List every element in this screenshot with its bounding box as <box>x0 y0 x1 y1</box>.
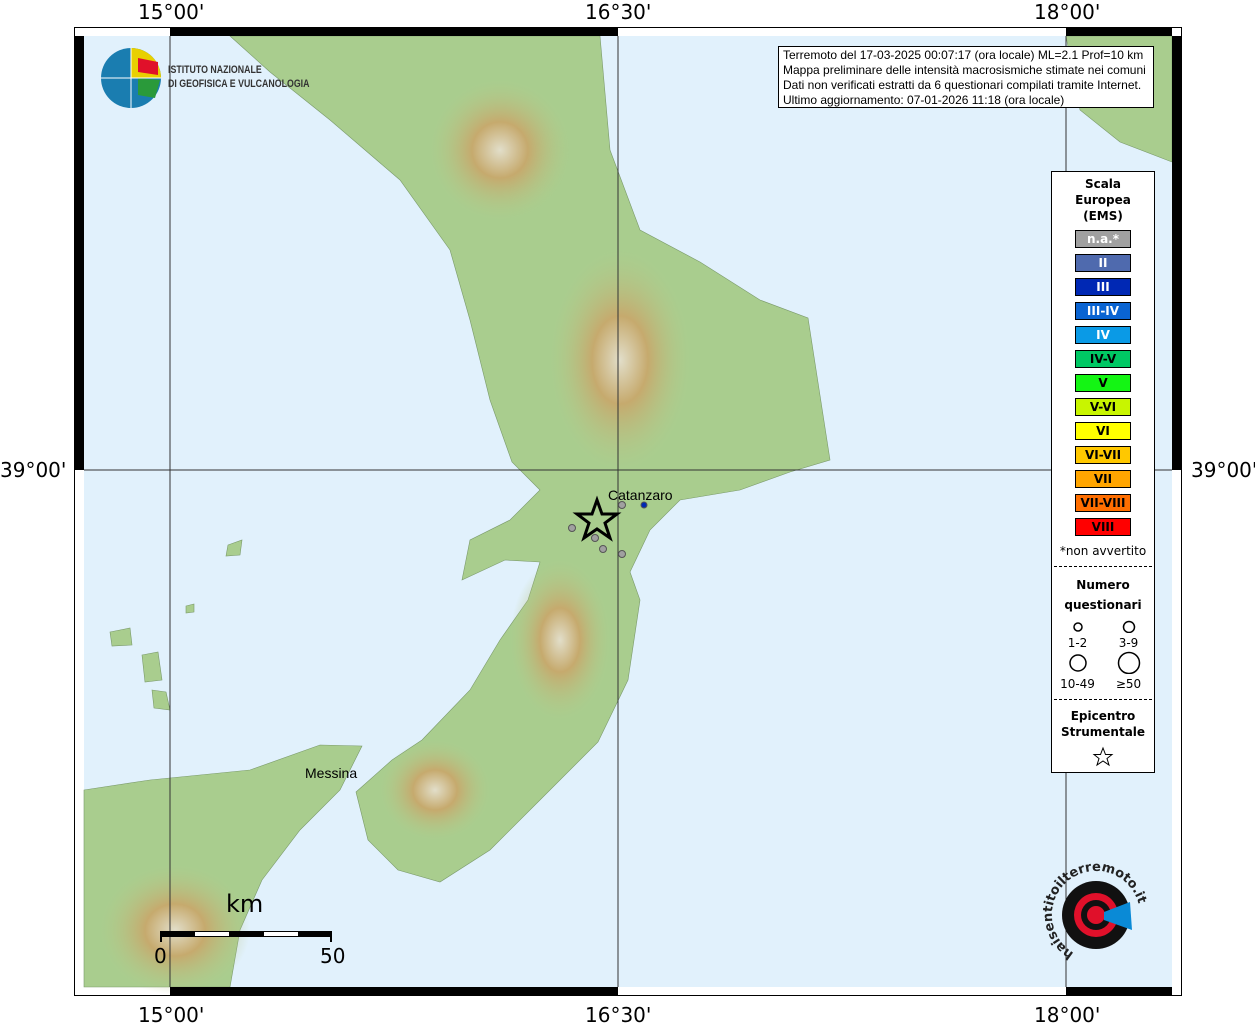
place-label-catanzaro: Catanzaro <box>608 487 673 503</box>
lon-label-bottom: 16°30' <box>585 1003 652 1027</box>
intensity-swatch: III <box>1075 278 1131 296</box>
ingv-globe-icon <box>101 48 161 108</box>
intensity-swatch: VII <box>1075 470 1131 488</box>
intensity-swatch: IV <box>1075 326 1131 344</box>
lon-label-bottom: 18°00' <box>1034 1003 1101 1027</box>
epicenter-title: Epicentro Strumentale <box>1060 709 1146 739</box>
scale-unit: km <box>226 890 264 918</box>
lat-label-left: 39°00' <box>0 458 67 482</box>
haisentito-logo-icon <box>1062 881 1132 949</box>
lat-label-right: 39°00' <box>1191 458 1255 482</box>
lon-label-top: 16°30' <box>585 0 652 24</box>
intensity-swatch: V-VI <box>1075 398 1131 416</box>
intensity-swatch: VIII <box>1075 518 1131 536</box>
relief <box>100 80 690 995</box>
intensity-swatch: VI <box>1075 422 1131 440</box>
legend-note: *non avvertito <box>1059 544 1147 558</box>
scale-start: 0 <box>154 944 167 968</box>
count-title: Numero questionari <box>1064 578 1142 612</box>
intensity-swatch: n.a.* <box>1075 230 1131 248</box>
legend-star-icon <box>1092 746 1114 767</box>
legend-title: Scala Europea (EMS) <box>1075 177 1131 223</box>
intensity-swatch: II <box>1075 254 1131 272</box>
point-na <box>618 550 626 558</box>
lon-label-bottom: 15°00' <box>138 1003 205 1027</box>
lon-label-top: 15°00' <box>138 0 205 24</box>
place-label-messina: Messina <box>305 765 358 781</box>
epicenter-star-icon <box>572 495 622 542</box>
event-info-box: Terremoto del 17-03-2025 00:07:17 (ora l… <box>778 46 1154 108</box>
count-sizes: 1-2 3-9 10-49 ≥50 <box>1052 619 1154 691</box>
intensity-swatch: VI-VII <box>1075 446 1131 464</box>
scale-bar <box>160 931 332 942</box>
point-na <box>568 524 576 532</box>
intensity-swatch: V <box>1075 374 1131 392</box>
intensity-swatch: IV-V <box>1075 350 1131 368</box>
intensity-swatch: VII-VIII <box>1075 494 1131 512</box>
scale-end: 50 <box>320 944 346 968</box>
observation-points <box>568 501 648 558</box>
point-na <box>599 545 607 553</box>
intensity-swatches: n.a.* II III III-IV IV IV-V V V-VI VI VI-VII VII VI… <box>1052 230 1154 536</box>
point-na <box>618 501 626 509</box>
point-na <box>591 534 599 542</box>
frame <box>74 27 1182 996</box>
legend: Scala Europea (EMS) n.a.* II III III-IV IV IV-V… <box>1051 171 1155 773</box>
ingv-logo-text: ISTITUTO NAZIONALE DI GEOFISICA E VULCANO… <box>168 64 310 90</box>
point-iii <box>640 501 648 509</box>
lon-label-top: 18°00' <box>1034 0 1101 24</box>
intensity-swatch: III-IV <box>1075 302 1131 320</box>
